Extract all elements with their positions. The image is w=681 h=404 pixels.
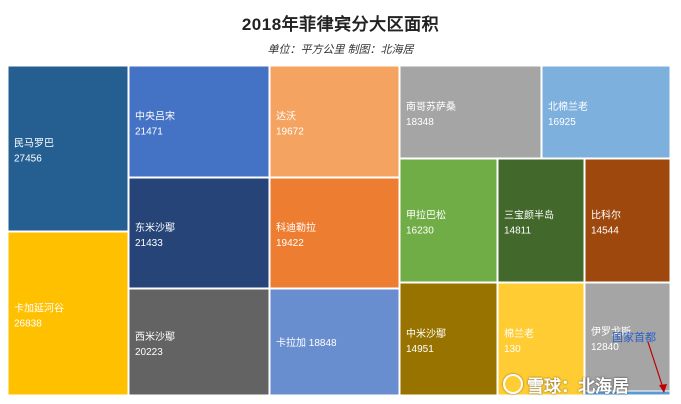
tile-rect (399, 65, 542, 159)
treemap-tile: 中米沙鄢 14951 (399, 282, 498, 396)
tile-rect (128, 65, 270, 178)
treemap-tile: 三宝颜半岛 14811 (497, 158, 585, 283)
tile-rect (269, 177, 400, 289)
snowball-logo-icon (503, 374, 523, 394)
watermark: 雪球：北海居 (503, 372, 629, 396)
tile-label: 北棉兰老 16925 (548, 100, 588, 128)
tile-rect (128, 177, 270, 289)
treemap-tile: 北棉兰老 16925 (541, 65, 671, 159)
tile-label: 科迪勒拉 19422 (276, 221, 316, 249)
tile-label: 比科尔 14544 (591, 209, 621, 237)
tile-rect (399, 282, 498, 396)
tile-rect (584, 282, 671, 392)
tile-label: 达沃 19672 (276, 111, 304, 138)
tile-rect (7, 231, 129, 396)
tile-label: 民马罗巴 27456 (14, 138, 54, 165)
tile-label: 西米沙鄢 20223 (135, 330, 175, 358)
treemap-tile: 甲拉巴松 16230 (399, 158, 498, 283)
tile-rect (399, 158, 498, 283)
tile-label: 棉兰老 130 (504, 327, 534, 355)
treemap-tile: 卡拉加 18848 (269, 288, 400, 396)
tile-label: 卡加延河谷 26838 (14, 302, 64, 330)
treemap-tile: 卡加延河谷 26838 (7, 231, 129, 396)
tile-rect (584, 390, 671, 396)
chart-subtitle: 单位：平方公里 制图：北海居 (267, 44, 414, 56)
treemap-tile: 民马罗巴 27456 (7, 65, 129, 232)
tile-rect (269, 288, 400, 396)
treemap-tile: 科迪勒拉 19422 (269, 177, 400, 289)
tile-label: 三宝颜半岛 14811 (504, 209, 554, 237)
tile-rect (497, 158, 585, 283)
tile-label: 中央吕宋 21471 (135, 110, 175, 138)
chart-title: 2018年菲律宾分大区面积 (241, 15, 440, 34)
annotation-arrow (647, 341, 665, 392)
treemap-tile: 西米沙鄢 20223 (128, 288, 270, 396)
watermark-text: 雪球：北海居 (527, 376, 629, 396)
tile-label: 伊罗戈斯 12840 (591, 325, 631, 353)
tile-rect (269, 65, 400, 178)
tile-label: 东米沙鄢 21433 (135, 221, 175, 249)
treemap-tile: 达沃 19672 (269, 65, 400, 178)
treemap-tile: 比科尔 14544 (584, 158, 671, 283)
treemap-tile: 南哥苏萨桑 18348 (399, 65, 542, 159)
tile-label: 甲拉巴松 16230 (406, 209, 446, 237)
treemap-tile: 东米沙鄢 21433 (128, 177, 270, 289)
treemap-tile (584, 390, 671, 396)
treemap-tile: 中央吕宋 21471 (128, 65, 270, 178)
tile-rect (7, 65, 129, 232)
tile-rect (584, 158, 671, 283)
tile-label: 南哥苏萨桑 18348 (406, 100, 456, 128)
annotation-label: 国家首都 (612, 332, 656, 344)
tile-label: 卡拉加 18848 (276, 336, 337, 349)
annotation-arrowhead (659, 384, 667, 393)
tile-label: 中米沙鄢 14951 (406, 327, 446, 355)
tile-rect (128, 288, 270, 396)
tile-rect (541, 65, 671, 159)
treemap-tile: 伊罗戈斯 12840 (584, 282, 671, 392)
